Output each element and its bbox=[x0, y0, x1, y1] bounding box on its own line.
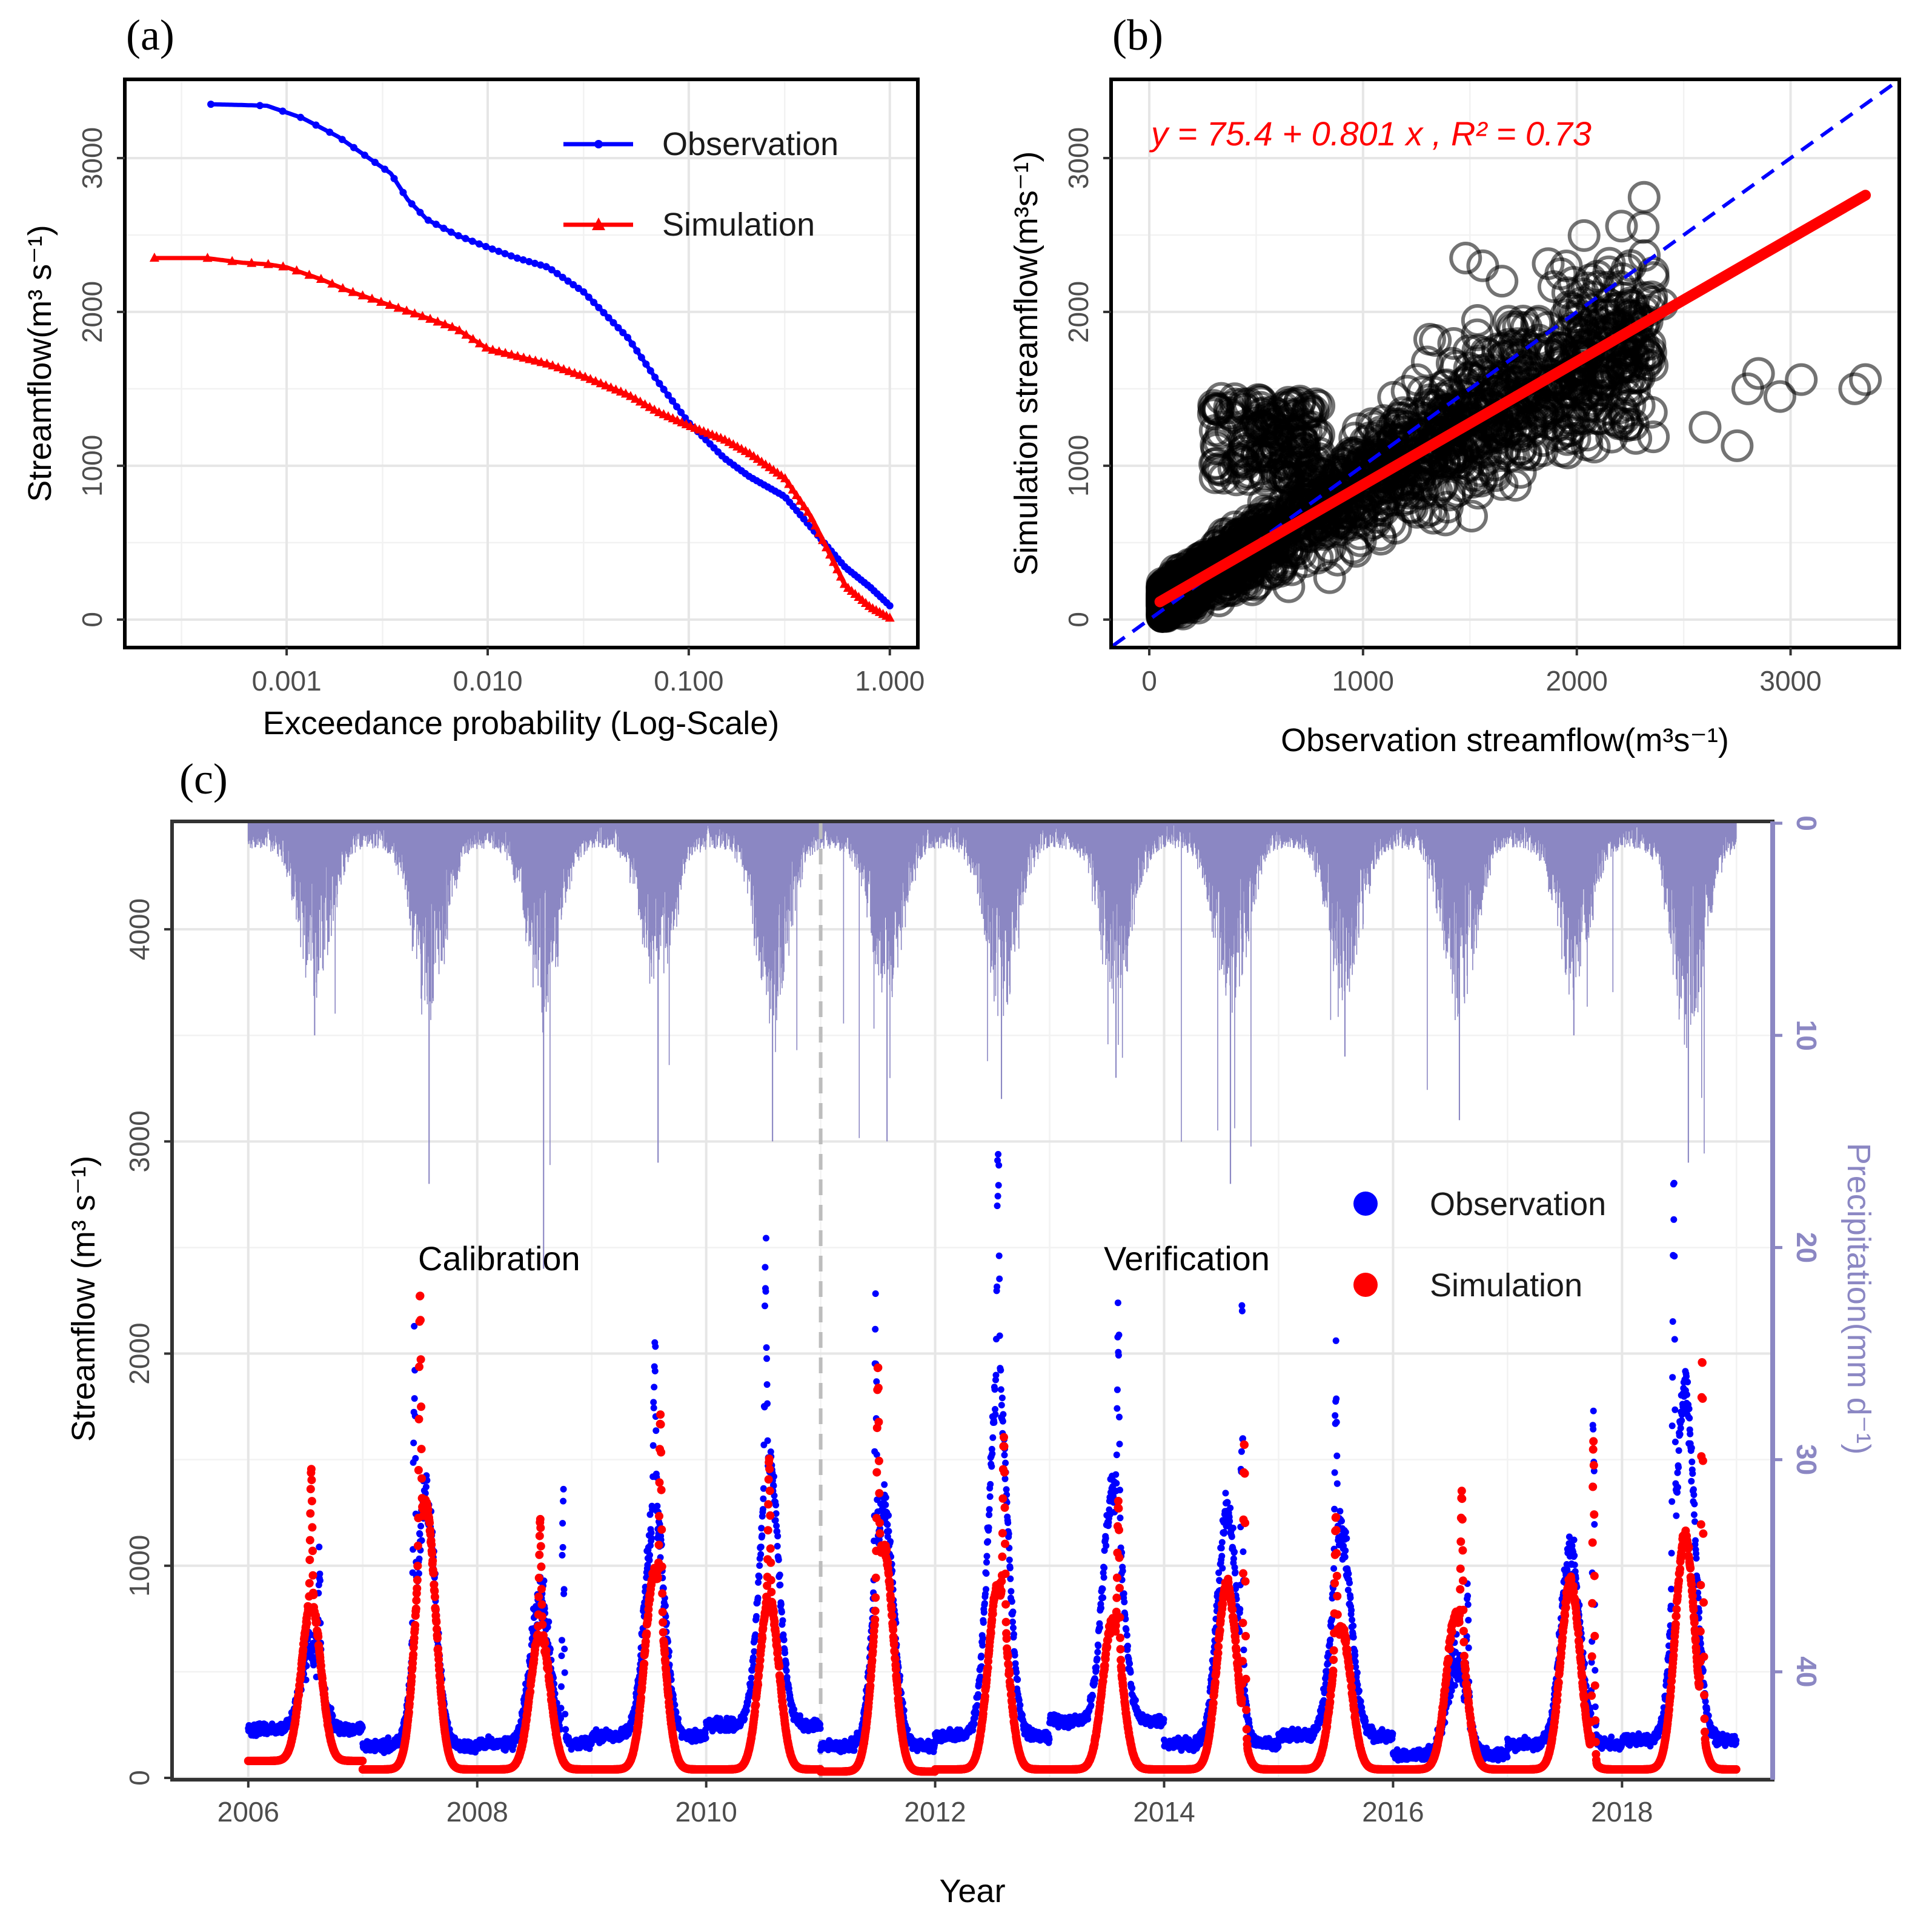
panel-a: (a) 0.001 0.010 0.100 1.000 0 1000 2000 3000 Ob… bbox=[22, 11, 925, 741]
observation-point bbox=[350, 144, 357, 151]
observation-point bbox=[656, 380, 663, 387]
observation-point bbox=[371, 159, 379, 166]
panel-b-plot bbox=[1113, 81, 1897, 646]
legend-simulation-label: Simulation bbox=[662, 207, 815, 243]
observation-point bbox=[651, 374, 659, 381]
figure: (a) 0.001 0.010 0.100 1.000 0 1000 2000 3000 Ob… bbox=[0, 0, 1932, 1916]
x-tick-label: 0.100 bbox=[654, 665, 723, 697]
observation-point bbox=[495, 248, 502, 255]
series-line-observation bbox=[211, 104, 890, 606]
observation-point bbox=[482, 243, 490, 250]
legend-observation-marker bbox=[594, 140, 603, 148]
observation-point bbox=[256, 102, 264, 109]
legend-observation-label: Observation bbox=[662, 126, 838, 162]
panel-a-grid bbox=[127, 81, 916, 646]
observation-point bbox=[502, 250, 509, 257]
panel-a-xlabel: Exceedance probability (Log-Scale) bbox=[263, 705, 779, 741]
panel-a-plot bbox=[150, 101, 895, 622]
observation-point bbox=[580, 288, 587, 296]
panel-a-legend: Observation Simulation bbox=[563, 126, 838, 243]
observation-point bbox=[886, 602, 894, 609]
observation-point bbox=[381, 165, 388, 173]
observation-point bbox=[665, 391, 672, 399]
x-tick-label: 0.010 bbox=[453, 665, 522, 697]
observation-point bbox=[629, 340, 636, 348]
y-tick-label: 1000 bbox=[76, 435, 108, 497]
observation-point bbox=[489, 245, 496, 253]
observation-point bbox=[440, 225, 447, 232]
observation-point bbox=[448, 228, 455, 236]
observation-point bbox=[391, 175, 398, 182]
panel-a-frame bbox=[125, 79, 918, 648]
y-tick-label: 3000 bbox=[76, 127, 108, 189]
observation-point bbox=[279, 108, 287, 115]
observation-point bbox=[361, 151, 368, 159]
observation-point bbox=[416, 209, 423, 216]
observation-point bbox=[647, 367, 654, 374]
panel-a-ylabel: Streamflow(m³ s⁻¹) bbox=[22, 225, 58, 502]
observation-point bbox=[326, 128, 333, 136]
panel-b-label: (b) bbox=[1112, 11, 1163, 59]
observation-point bbox=[660, 386, 668, 393]
observation-point bbox=[469, 237, 476, 245]
observation-point bbox=[462, 235, 469, 242]
observation-point bbox=[585, 294, 593, 301]
observation-point bbox=[433, 220, 440, 228]
observation-point bbox=[455, 232, 462, 239]
y-tick-label: 2000 bbox=[76, 281, 108, 343]
x-tick-label: 1.000 bbox=[855, 665, 925, 697]
panel-a-label: (a) bbox=[126, 11, 174, 59]
observation-point bbox=[207, 101, 214, 108]
observation-point bbox=[297, 114, 304, 121]
y-tick-label: 0 bbox=[76, 612, 108, 628]
observation-point bbox=[624, 334, 631, 341]
observation-point bbox=[638, 354, 645, 361]
observation-point bbox=[399, 189, 407, 196]
observation-point bbox=[633, 347, 640, 354]
observation-point bbox=[476, 240, 483, 248]
scatter-point bbox=[1628, 213, 1658, 242]
observation-point bbox=[408, 200, 416, 207]
x-tick-label: 0.001 bbox=[252, 665, 322, 697]
observation-point bbox=[339, 136, 346, 143]
observation-point bbox=[312, 121, 319, 128]
observation-point bbox=[425, 216, 432, 224]
observation-point bbox=[642, 360, 649, 368]
